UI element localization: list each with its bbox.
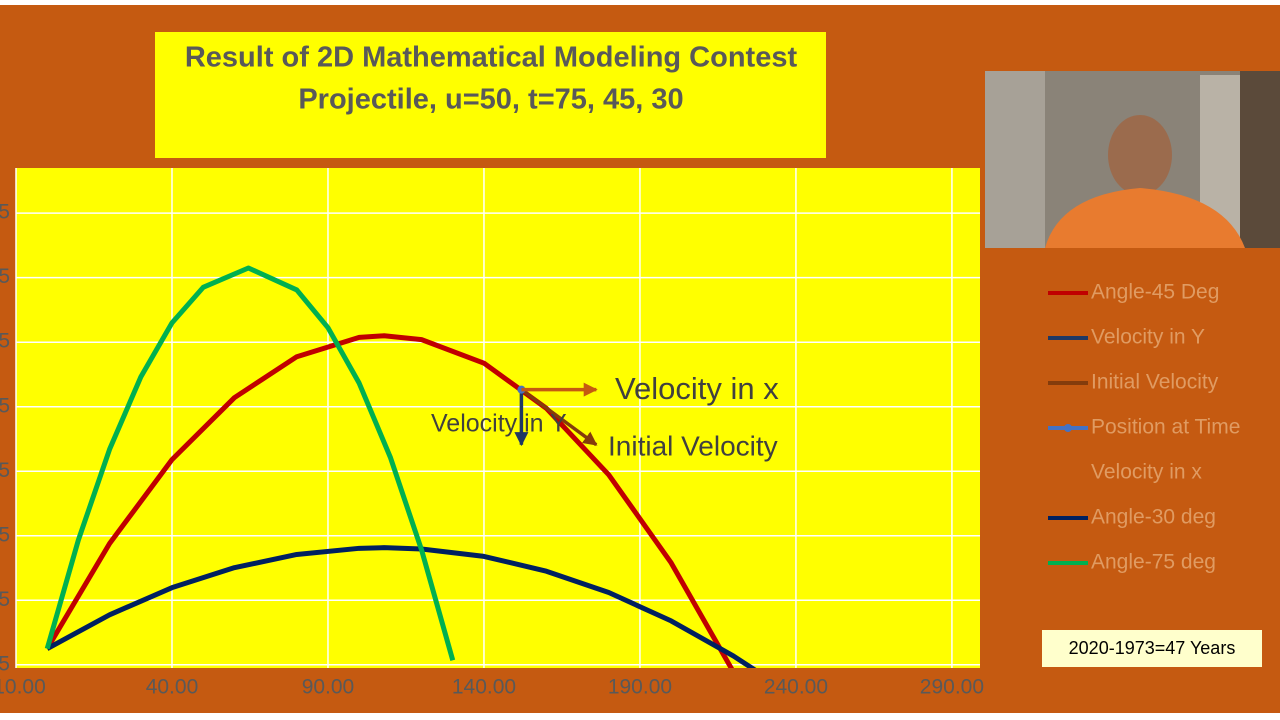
series-line: [45, 333, 735, 668]
shirt: [1045, 188, 1245, 248]
legend-marker: [1064, 424, 1072, 432]
chart-subtitle: Projectile, u=50, t=75, 45, 30: [298, 84, 683, 116]
annotation: Initial Velocity: [608, 430, 778, 461]
series-line: [44, 265, 456, 661]
x-tick-label: 90.00: [302, 676, 355, 699]
x-tick-label: 290.00: [920, 676, 984, 699]
grid: [15, 168, 980, 668]
y-tick-label: 35: [0, 523, 10, 546]
y-tick-label: 115: [0, 265, 10, 288]
legend-label: Angle-75 deg: [1091, 551, 1216, 574]
title-box: [155, 32, 826, 158]
cloth: [1240, 71, 1280, 248]
x-tick-label: 140.00: [452, 676, 516, 699]
y-tick-label: 75: [0, 394, 10, 417]
series-line: [46, 545, 757, 668]
y-tick-label: 15: [0, 588, 10, 611]
legend-label: Angle-45 Deg: [1091, 281, 1219, 304]
annotation: Velocity in Y: [431, 410, 567, 438]
legend-label: Position at Time: [1091, 416, 1240, 439]
legend: Angle-45 Deg Velocity in Y Initial Velocit…: [1048, 281, 1240, 574]
x-tick-label: 190.00: [608, 676, 672, 699]
series-line: [520, 388, 598, 447]
x-tick-label: 240.00: [764, 676, 828, 699]
wall: [985, 71, 1045, 248]
annotation: Velocity in x: [615, 371, 779, 406]
note: 2020-1973=47 Years: [1069, 638, 1236, 658]
y-tick-label: 95: [0, 330, 10, 353]
legend-label: Velocity in x: [1091, 461, 1202, 484]
y-tick-label: 55: [0, 459, 10, 482]
legend-label: Initial Velocity: [1091, 371, 1219, 394]
y-tick-label: 135: [0, 201, 10, 224]
y-tick-label: -5: [0, 652, 10, 675]
note-box: [1042, 630, 1262, 667]
legend-label: Angle-30 deg: [1091, 506, 1216, 529]
legend-label: Velocity in Y: [1091, 326, 1205, 349]
x-tick-label: 40.00: [146, 676, 199, 699]
chart-title: Result of 2D Mathematical Modeling Conte…: [185, 42, 798, 74]
webcam: [985, 71, 1280, 248]
series-lines: [44, 265, 757, 668]
x-tick-label: -10.00: [0, 676, 46, 699]
top-bar: [0, 0, 1280, 5]
face: [1108, 115, 1172, 195]
bottom-bar: [0, 713, 1280, 720]
